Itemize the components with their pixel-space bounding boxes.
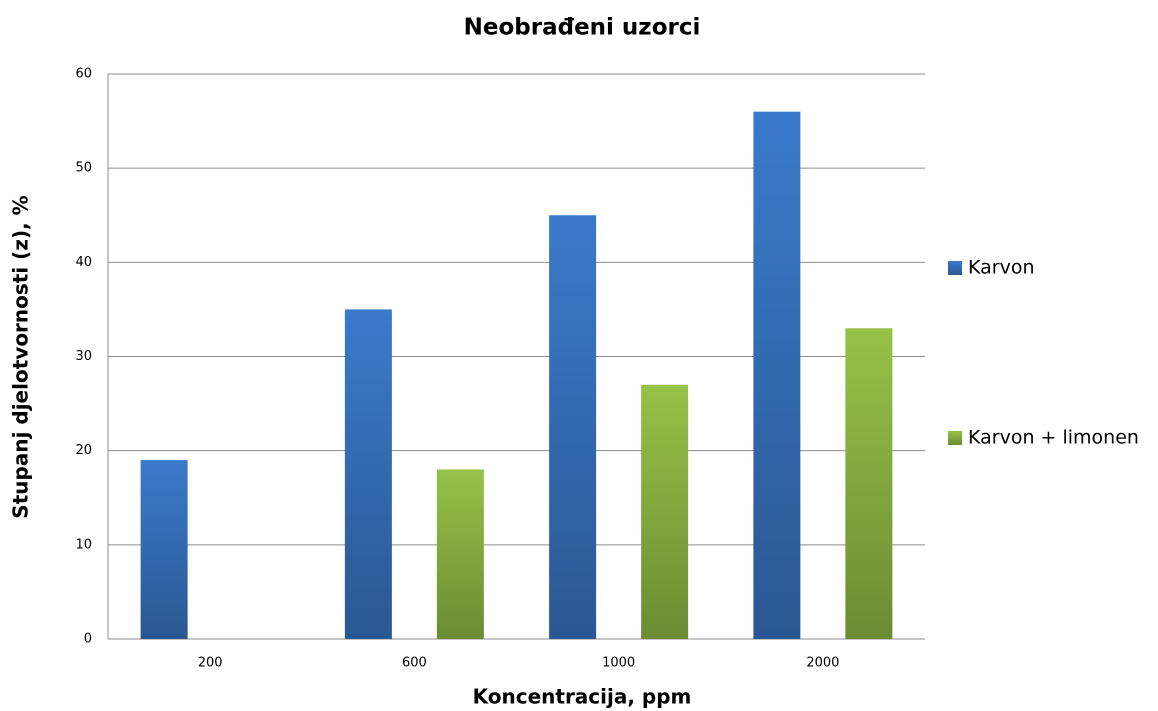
bar [641, 384, 689, 639]
x-tick-label: 600 [402, 656, 427, 671]
y-tick-label: 30 [75, 349, 92, 364]
bar [436, 469, 484, 639]
y-tick-label: 20 [75, 443, 92, 458]
bar [753, 111, 801, 639]
chart-title: Neobrađeni uzorci [464, 15, 701, 41]
y-tick-label: 0 [84, 632, 92, 647]
x-axis-label: Koncentracija, ppm [473, 685, 692, 709]
bar [549, 215, 597, 639]
legend-swatch [948, 261, 962, 275]
bar [845, 328, 893, 639]
bar [140, 460, 188, 639]
x-tick-label: 200 [198, 656, 223, 671]
x-tick-label: 1000 [602, 656, 635, 671]
y-tick-label: 10 [75, 537, 92, 552]
y-tick-label: 40 [75, 255, 92, 270]
y-axis-label: Stupanj djelotvornosti (z), % [9, 195, 33, 518]
y-tick-label: 50 [75, 161, 92, 176]
legend-swatch [948, 431, 962, 445]
bar [344, 309, 392, 639]
x-tick-label: 2000 [806, 656, 839, 671]
legend-label: Karvon [968, 257, 1035, 279]
legend-label: Karvon + limonen [968, 427, 1139, 449]
y-tick-label: 60 [75, 67, 92, 82]
